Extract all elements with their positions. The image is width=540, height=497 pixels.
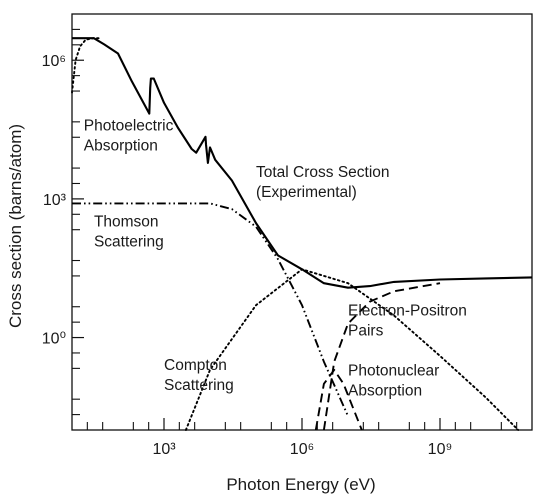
series-line-total-cross-section-experimental — [72, 37, 533, 289]
series-line-compton-scattering — [184, 268, 520, 431]
annotation-label: Thomson Scattering — [94, 214, 164, 251]
series-line-photoelectric-absorption — [71, 37, 101, 94]
annotation-label: Photonuclear Absorption — [348, 363, 439, 400]
series-layer — [71, 37, 533, 431]
annotation-label: Electron-Positron Pairs — [348, 303, 467, 340]
annotation-label: Total Cross Section (Experimental) — [256, 164, 390, 201]
y-tick-label: 10⁰ — [42, 331, 66, 348]
x-axis-title: Photon Energy (eV) — [226, 475, 375, 494]
y-tick-label: 10⁶ — [42, 53, 66, 70]
y-axis-title: Cross section (barns/atom) — [6, 124, 25, 328]
ticks-layer: 10⁰ 10³ 10⁶ 10³ 10⁶ 10⁹ — [42, 28, 518, 458]
x-tick-label: 10⁶ — [290, 441, 314, 458]
series-line-photonuclear-absorption — [314, 368, 363, 431]
y-tick-label: 10³ — [43, 192, 67, 209]
x-tick-label: 10³ — [152, 441, 176, 458]
annotation-layer: Photoelectric Absorption Total Cross Secti… — [84, 118, 467, 400]
annotation-label: Photoelectric Absorption — [84, 118, 174, 155]
annotation-label: Compton Scattering — [164, 357, 234, 394]
x-tick-label: 10⁹ — [428, 441, 453, 458]
